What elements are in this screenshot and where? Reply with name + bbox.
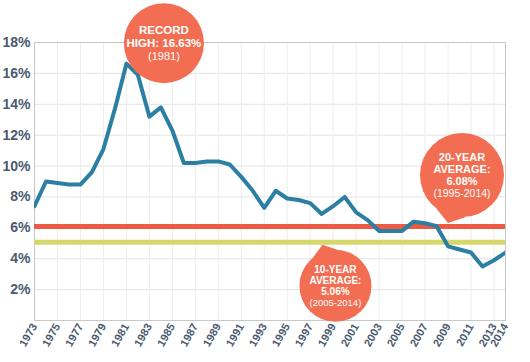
svg-text:1997: 1997 — [292, 321, 315, 348]
svg-text:2013: 2013 — [476, 321, 499, 349]
svg-text:2001: 2001 — [338, 321, 361, 348]
svg-text:2005: 2005 — [384, 321, 407, 348]
svg-text:1979: 1979 — [86, 321, 109, 348]
svg-text:2014: 2014 — [488, 321, 511, 349]
svg-text:(2005-2014): (2005-2014) — [310, 297, 362, 308]
svg-text:(1995-2014): (1995-2014) — [433, 187, 490, 199]
svg-text:8%: 8% — [10, 188, 31, 204]
svg-text:14%: 14% — [2, 96, 31, 112]
svg-text:1973: 1973 — [17, 321, 40, 348]
svg-text:10%: 10% — [2, 158, 31, 174]
svg-text:1993: 1993 — [246, 321, 269, 348]
svg-text:2011: 2011 — [453, 321, 475, 348]
svg-text:1985: 1985 — [154, 321, 177, 348]
svg-text:2009: 2009 — [430, 321, 453, 348]
svg-text:1987: 1987 — [177, 321, 200, 348]
svg-text:1975: 1975 — [40, 321, 63, 348]
svg-text:2007: 2007 — [407, 321, 430, 348]
svg-text:5.06%: 5.06% — [321, 286, 349, 297]
svg-text:1981: 1981 — [109, 321, 132, 348]
svg-text:1991: 1991 — [223, 321, 246, 348]
svg-text:4%: 4% — [10, 250, 31, 266]
svg-text:1983: 1983 — [132, 321, 155, 348]
svg-text:6%: 6% — [10, 219, 31, 235]
svg-text:1977: 1977 — [63, 321, 86, 348]
svg-text:18%: 18% — [2, 34, 31, 50]
svg-text:1999: 1999 — [315, 321, 338, 348]
svg-text:10-YEAR: 10-YEAR — [314, 264, 357, 275]
svg-text:20-YEAR: 20-YEAR — [439, 151, 486, 163]
svg-text:HIGH: 16.63%: HIGH: 16.63% — [127, 37, 202, 49]
svg-text:12%: 12% — [2, 127, 31, 143]
svg-text:2%: 2% — [10, 281, 31, 297]
svg-text:1995: 1995 — [269, 321, 292, 348]
svg-text:16%: 16% — [2, 65, 31, 81]
svg-text:2003: 2003 — [361, 321, 384, 348]
svg-text:6.08%: 6.08% — [446, 175, 477, 187]
svg-text:1989: 1989 — [200, 321, 223, 348]
svg-text:(1981): (1981) — [148, 50, 180, 62]
svg-text:AVERAGE:: AVERAGE: — [433, 163, 490, 175]
svg-text:RECORD: RECORD — [139, 24, 189, 36]
svg-text:AVERAGE:: AVERAGE: — [309, 275, 361, 286]
